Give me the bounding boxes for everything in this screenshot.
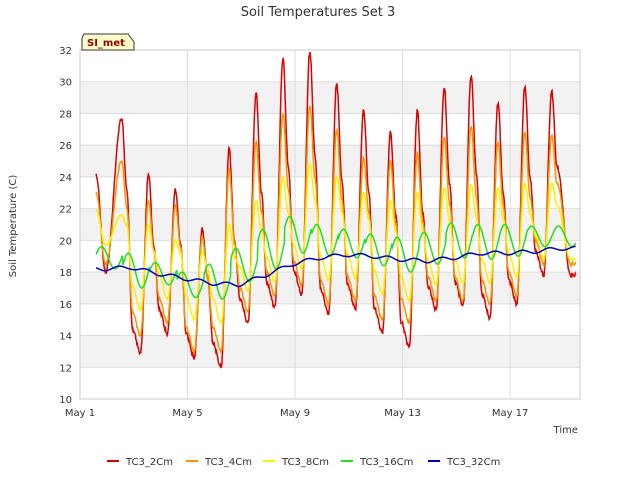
legend-label: TC3_8Cm (281, 457, 329, 468)
series-line-tc3_2cm (95, 51, 577, 369)
y-tick-label: 26 (59, 141, 72, 152)
grid-band (80, 81, 580, 114)
series-line-tc3_8cm (95, 162, 577, 325)
grid-band (80, 335, 580, 368)
grid-band (80, 208, 580, 241)
series-line-tc3_4cm (95, 105, 577, 356)
series-lines (95, 51, 577, 369)
x-tick-label: May 17 (492, 408, 529, 419)
legend-label: TC3_32Cm (446, 457, 500, 468)
y-tick-label: 18 (59, 268, 72, 279)
legend-label: TC3_4Cm (204, 457, 252, 468)
grid-bands (80, 81, 580, 368)
site-badge: SI_met (81, 33, 135, 51)
y-tick-label: 28 (59, 109, 72, 120)
x-tick-label: May 13 (384, 408, 421, 419)
x-tick-label: May 9 (280, 408, 310, 419)
y-tick-label: 10 (59, 395, 72, 406)
y-tick-label: 24 (59, 173, 72, 184)
legend: TC3_2Cm TC3_4Cm TC3_8Cm TC3_16Cm TC3_32Cm (107, 457, 500, 468)
y-axis-title: Soil Temperature (C) (8, 175, 19, 278)
y-tick-label: 16 (59, 300, 72, 311)
plot-frame (79, 49, 581, 400)
y-tick-label: 12 (59, 363, 72, 374)
y-tick-label: 32 (59, 46, 72, 57)
legend-label: TC3_16Cm (359, 457, 413, 468)
x-axis: May 1 May 5 May 9 May 13 May 17 (65, 408, 529, 419)
site-badge-box (81, 33, 135, 51)
grid-band (80, 145, 580, 177)
y-tick-label: 30 (59, 78, 72, 89)
y-tick-label: 14 (59, 332, 72, 343)
x-tick-label: May 5 (172, 408, 202, 419)
y-tick-label: 22 (59, 205, 72, 216)
y-tick-label: 20 (59, 236, 72, 247)
series-line-tc3_32cm (95, 245, 576, 288)
chart-title: Soil Temperatures Set 3 (241, 5, 396, 20)
legend-label: TC3_2Cm (125, 457, 173, 468)
y-axis: 10 12 14 16 18 20 22 24 26 28 30 32 (59, 46, 72, 406)
x-tick-label: May 1 (65, 408, 95, 419)
x-axis-title: Time (553, 425, 578, 436)
site-badge-label: SI_met (87, 38, 125, 49)
